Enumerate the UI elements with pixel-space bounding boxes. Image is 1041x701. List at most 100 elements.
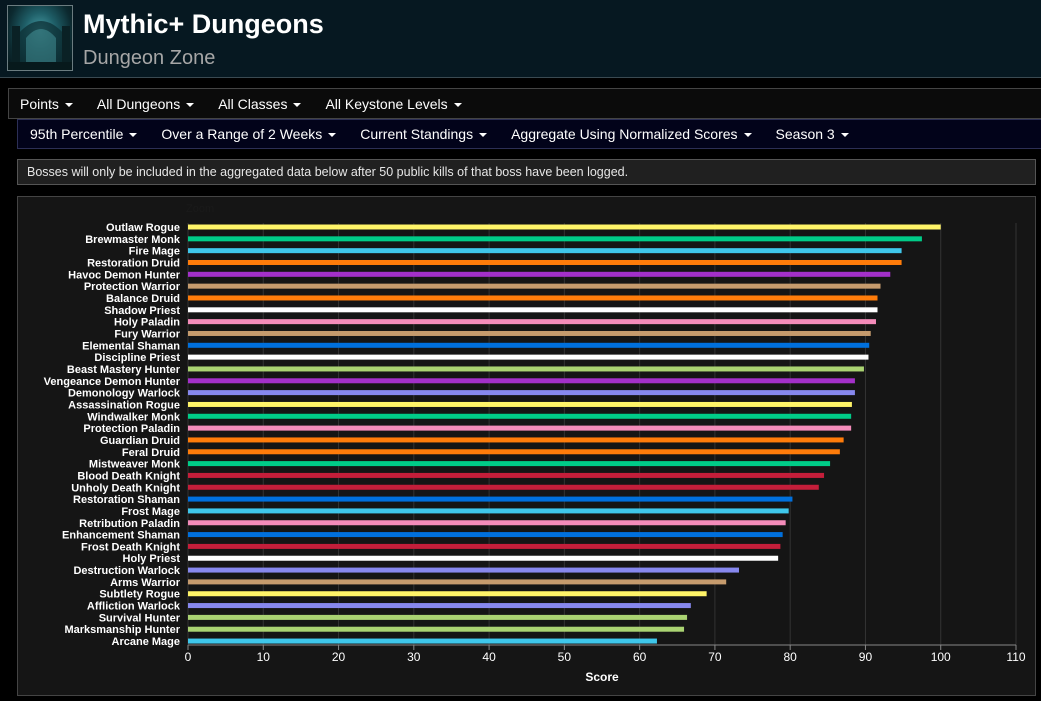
bar[interactable] bbox=[188, 508, 789, 514]
bar[interactable] bbox=[188, 449, 840, 455]
category-label: Unholy Death Knight bbox=[71, 482, 180, 494]
bar[interactable] bbox=[188, 378, 855, 384]
bar[interactable] bbox=[188, 342, 870, 348]
category-label: Protection Paladin bbox=[83, 423, 180, 435]
x-tick-label: 110 bbox=[1006, 650, 1025, 664]
bar[interactable] bbox=[188, 271, 891, 277]
category-label: Shadow Priest bbox=[104, 305, 180, 317]
category-label: Assassination Rogue bbox=[68, 399, 180, 411]
metric-dropdown[interactable]: Points bbox=[20, 96, 73, 112]
bar[interactable] bbox=[188, 591, 707, 597]
x-axis-ticks: 0 10 20 30 40 50 60 70 80 90 100 110 bbox=[185, 644, 1026, 664]
bar[interactable] bbox=[188, 248, 902, 254]
category-label: Havoc Demon Hunter bbox=[68, 269, 181, 281]
bar[interactable] bbox=[188, 283, 881, 289]
page-title: Mythic+ Dungeons bbox=[83, 9, 324, 39]
aggregation-dropdown-label: Aggregate Using Normalized Scores bbox=[511, 126, 738, 142]
filter-bar-secondary: 95th Percentile Over a Range of 2 Weeks … bbox=[17, 119, 1041, 149]
category-label: Mistweaver Monk bbox=[89, 459, 181, 471]
bar[interactable] bbox=[188, 484, 819, 490]
category-label: Discipline Priest bbox=[94, 352, 180, 364]
bar[interactable] bbox=[188, 236, 922, 242]
bar[interactable] bbox=[188, 543, 781, 549]
bar[interactable] bbox=[188, 413, 852, 419]
chart-panel: Zoom Outlaw Rogue Brewmaster Monk Fire Mag… bbox=[17, 196, 1036, 696]
bar[interactable] bbox=[188, 626, 685, 632]
category-label: Outlaw Rogue bbox=[106, 222, 180, 234]
chevron-down-icon bbox=[840, 133, 849, 137]
keystone-level-dropdown[interactable]: All Keystone Levels bbox=[325, 95, 462, 112]
x-tick-label: 90 bbox=[859, 650, 873, 664]
bar[interactable] bbox=[188, 638, 657, 644]
category-label: Brewmaster Monk bbox=[85, 234, 181, 246]
percentile-dropdown[interactable]: 95th Percentile bbox=[30, 126, 138, 142]
grid-lines bbox=[187, 223, 1017, 645]
x-axis-title: Score bbox=[585, 670, 619, 684]
category-label: Fury Warrior bbox=[114, 328, 180, 340]
category-label: Frost Death Knight bbox=[81, 541, 180, 553]
bar[interactable] bbox=[188, 555, 779, 561]
bar[interactable] bbox=[188, 520, 786, 526]
x-tick-label: 30 bbox=[407, 650, 421, 664]
bar[interactable] bbox=[188, 307, 878, 313]
bar[interactable] bbox=[188, 461, 831, 467]
x-tick-label: 70 bbox=[708, 650, 722, 664]
percentile-dropdown-label: 95th Percentile bbox=[30, 126, 124, 142]
category-label: Subtlety Rogue bbox=[99, 589, 180, 601]
season-dropdown[interactable]: Season 3 bbox=[776, 126, 849, 142]
bar[interactable] bbox=[188, 259, 902, 265]
time-range-dropdown-label: Over a Range of 2 Weeks bbox=[161, 126, 323, 142]
bar[interactable] bbox=[188, 319, 876, 325]
x-tick-label: 100 bbox=[931, 650, 951, 664]
bar[interactable] bbox=[188, 354, 869, 360]
category-label: Arcane Mage bbox=[112, 636, 180, 648]
chevron-down-icon bbox=[743, 133, 752, 137]
bar[interactable] bbox=[188, 390, 855, 396]
bar[interactable] bbox=[188, 401, 852, 407]
dungeon-dropdown-label: All Dungeons bbox=[96, 95, 181, 112]
category-label: Affliction Warlock bbox=[87, 601, 181, 613]
dungeon-dropdown[interactable]: All Dungeons bbox=[96, 95, 195, 112]
category-label: Demonology Warlock bbox=[68, 388, 181, 400]
bar[interactable] bbox=[188, 224, 941, 230]
bar[interactable] bbox=[188, 603, 691, 609]
x-tick-label: 40 bbox=[482, 650, 496, 664]
category-label: Guardian Druid bbox=[100, 435, 180, 447]
category-label: Vengeance Demon Hunter bbox=[44, 376, 181, 388]
bar[interactable] bbox=[188, 437, 844, 443]
bar[interactable] bbox=[188, 614, 688, 620]
bar[interactable] bbox=[188, 496, 793, 502]
category-label: Frost Mage bbox=[121, 506, 180, 518]
page-header: Mythic+ Dungeons Dungeon Zone bbox=[0, 0, 1041, 78]
season-dropdown-label: Season 3 bbox=[775, 126, 835, 142]
bar[interactable] bbox=[188, 532, 783, 538]
category-label: Restoration Druid bbox=[87, 257, 180, 269]
aggregation-dropdown[interactable]: Aggregate Using Normalized Scores bbox=[511, 126, 752, 142]
chevron-down-icon bbox=[64, 102, 73, 107]
bar[interactable] bbox=[188, 579, 727, 585]
category-label: Arms Warrior bbox=[110, 577, 181, 589]
bar[interactable] bbox=[188, 366, 864, 372]
x-tick-label: 20 bbox=[332, 650, 346, 664]
chevron-down-icon bbox=[293, 102, 302, 107]
category-label: Enhancement Shaman bbox=[62, 530, 180, 542]
x-tick-label: 80 bbox=[784, 650, 798, 664]
category-label: Blood Death Knight bbox=[77, 470, 180, 482]
x-tick-label: 0 bbox=[185, 650, 192, 664]
bar[interactable] bbox=[188, 472, 825, 478]
category-label: Beast Mastery Hunter bbox=[67, 364, 181, 376]
category-label: Holy Paladin bbox=[114, 317, 180, 329]
keystone-level-dropdown-label: All Keystone Levels bbox=[325, 95, 448, 112]
bar[interactable] bbox=[188, 425, 852, 431]
chevron-down-icon bbox=[186, 102, 195, 107]
bar[interactable] bbox=[188, 330, 871, 336]
zoom-label[interactable]: Zoom bbox=[186, 203, 214, 215]
class-dropdown[interactable]: All Classes bbox=[218, 96, 302, 112]
standings-dropdown[interactable]: Current Standings bbox=[360, 126, 488, 142]
category-label: Fire Mage bbox=[129, 246, 180, 258]
bar[interactable] bbox=[188, 295, 878, 301]
bar[interactable] bbox=[188, 567, 739, 573]
time-range-dropdown[interactable]: Over a Range of 2 Weeks bbox=[161, 126, 337, 142]
